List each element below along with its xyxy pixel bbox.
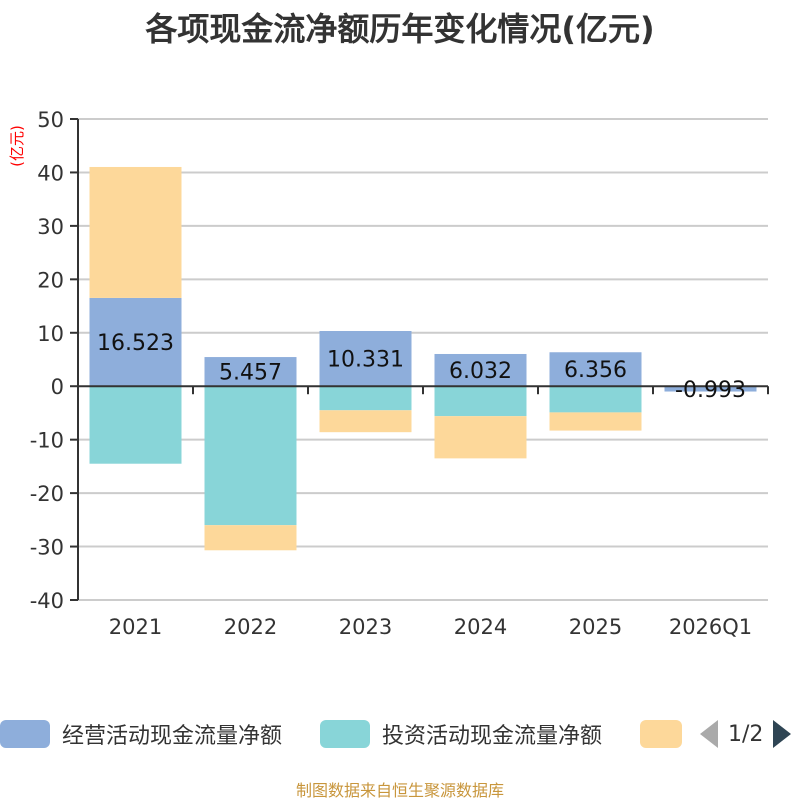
- grid-lines: [78, 118, 768, 601]
- bar-operating: [89, 297, 182, 387]
- legend-item-investing[interactable]: 投资活动现金流量净额: [320, 716, 602, 752]
- data-label: 16.523: [97, 331, 174, 356]
- y-tick-label: 30: [37, 215, 64, 239]
- x-tick-label: 2024: [454, 615, 507, 639]
- legend: 经营活动现金流量净额 投资活动现金流量净额 1/2: [0, 716, 800, 756]
- legend-swatch-operating: [0, 720, 50, 748]
- bar-operating: [319, 331, 412, 387]
- bar-investing: [89, 386, 182, 464]
- chart-title: 各项现金流净额历年变化情况(亿元): [145, 10, 655, 48]
- bar-financing: [89, 166, 182, 298]
- data-labels: 16.523 5.457 10.331 6.032 6.356 -0.993: [97, 331, 746, 403]
- x-tick-label: 2023: [339, 615, 392, 639]
- y-tick-label: 50: [37, 108, 64, 132]
- bar-operating: [664, 386, 757, 392]
- x-tick-label: 2025: [569, 615, 622, 639]
- bar-investing: [549, 386, 642, 413]
- chart-plot-area: 50 40 30 20 10 0 -10 -20 -30 -40 (亿元) 2021 2022 2023 2…: [8, 108, 769, 639]
- y-tick-label: 20: [37, 268, 64, 292]
- axes: 50 40 30 20 10 0 -10 -20 -30 -40 (亿元) 2021 2022 2023 2…: [8, 108, 769, 639]
- bars: [89, 166, 757, 551]
- x-tick-label: 2026Q1: [669, 615, 752, 639]
- legend-label-operating: 经营活动现金流量净额: [62, 724, 283, 749]
- y-tick-label: 40: [37, 161, 64, 185]
- bar-operating: [204, 357, 297, 387]
- legend-item-operating[interactable]: 经营活动现金流量净额: [0, 716, 282, 752]
- data-label: 6.032: [449, 359, 512, 384]
- bar-financing: [204, 525, 297, 551]
- legend-swatch-financing: [640, 720, 682, 748]
- bar-financing: [549, 412, 642, 431]
- data-label: 10.331: [327, 348, 404, 373]
- bar-financing: [434, 416, 527, 459]
- bar-operating: [434, 353, 527, 387]
- y-tick-label: -40: [30, 589, 64, 613]
- y-tick-label: -10: [30, 429, 64, 453]
- data-label: -0.993: [675, 378, 746, 403]
- legend-pager: 1/2: [700, 716, 792, 752]
- bar-investing: [319, 386, 412, 411]
- bar-investing: [434, 386, 527, 417]
- x-tick-label: 2021: [109, 615, 162, 639]
- legend-item-financing[interactable]: [640, 716, 694, 752]
- bar-financing: [319, 410, 412, 433]
- y-tick-label: 10: [37, 322, 64, 346]
- source-footer: 制图数据来自恒生聚源数据库: [295, 781, 504, 800]
- bar-operating: [549, 352, 642, 387]
- triangle-right-icon[interactable]: [773, 720, 792, 748]
- legend-page-indicator: 1/2: [728, 721, 764, 747]
- x-tick-label: 2022: [224, 615, 277, 639]
- y-axis-label: (亿元): [8, 125, 26, 167]
- legend-swatch-investing: [320, 720, 370, 748]
- data-label: 6.356: [564, 358, 627, 383]
- y-tick-label: 0: [51, 375, 64, 399]
- data-label: 5.457: [219, 361, 282, 386]
- y-tick-label: -20: [30, 482, 64, 506]
- legend-label-investing: 投资活动现金流量净额: [382, 724, 603, 749]
- bar-investing: [204, 386, 297, 526]
- y-tick-label: -30: [30, 536, 64, 560]
- triangle-left-icon[interactable]: [700, 720, 718, 748]
